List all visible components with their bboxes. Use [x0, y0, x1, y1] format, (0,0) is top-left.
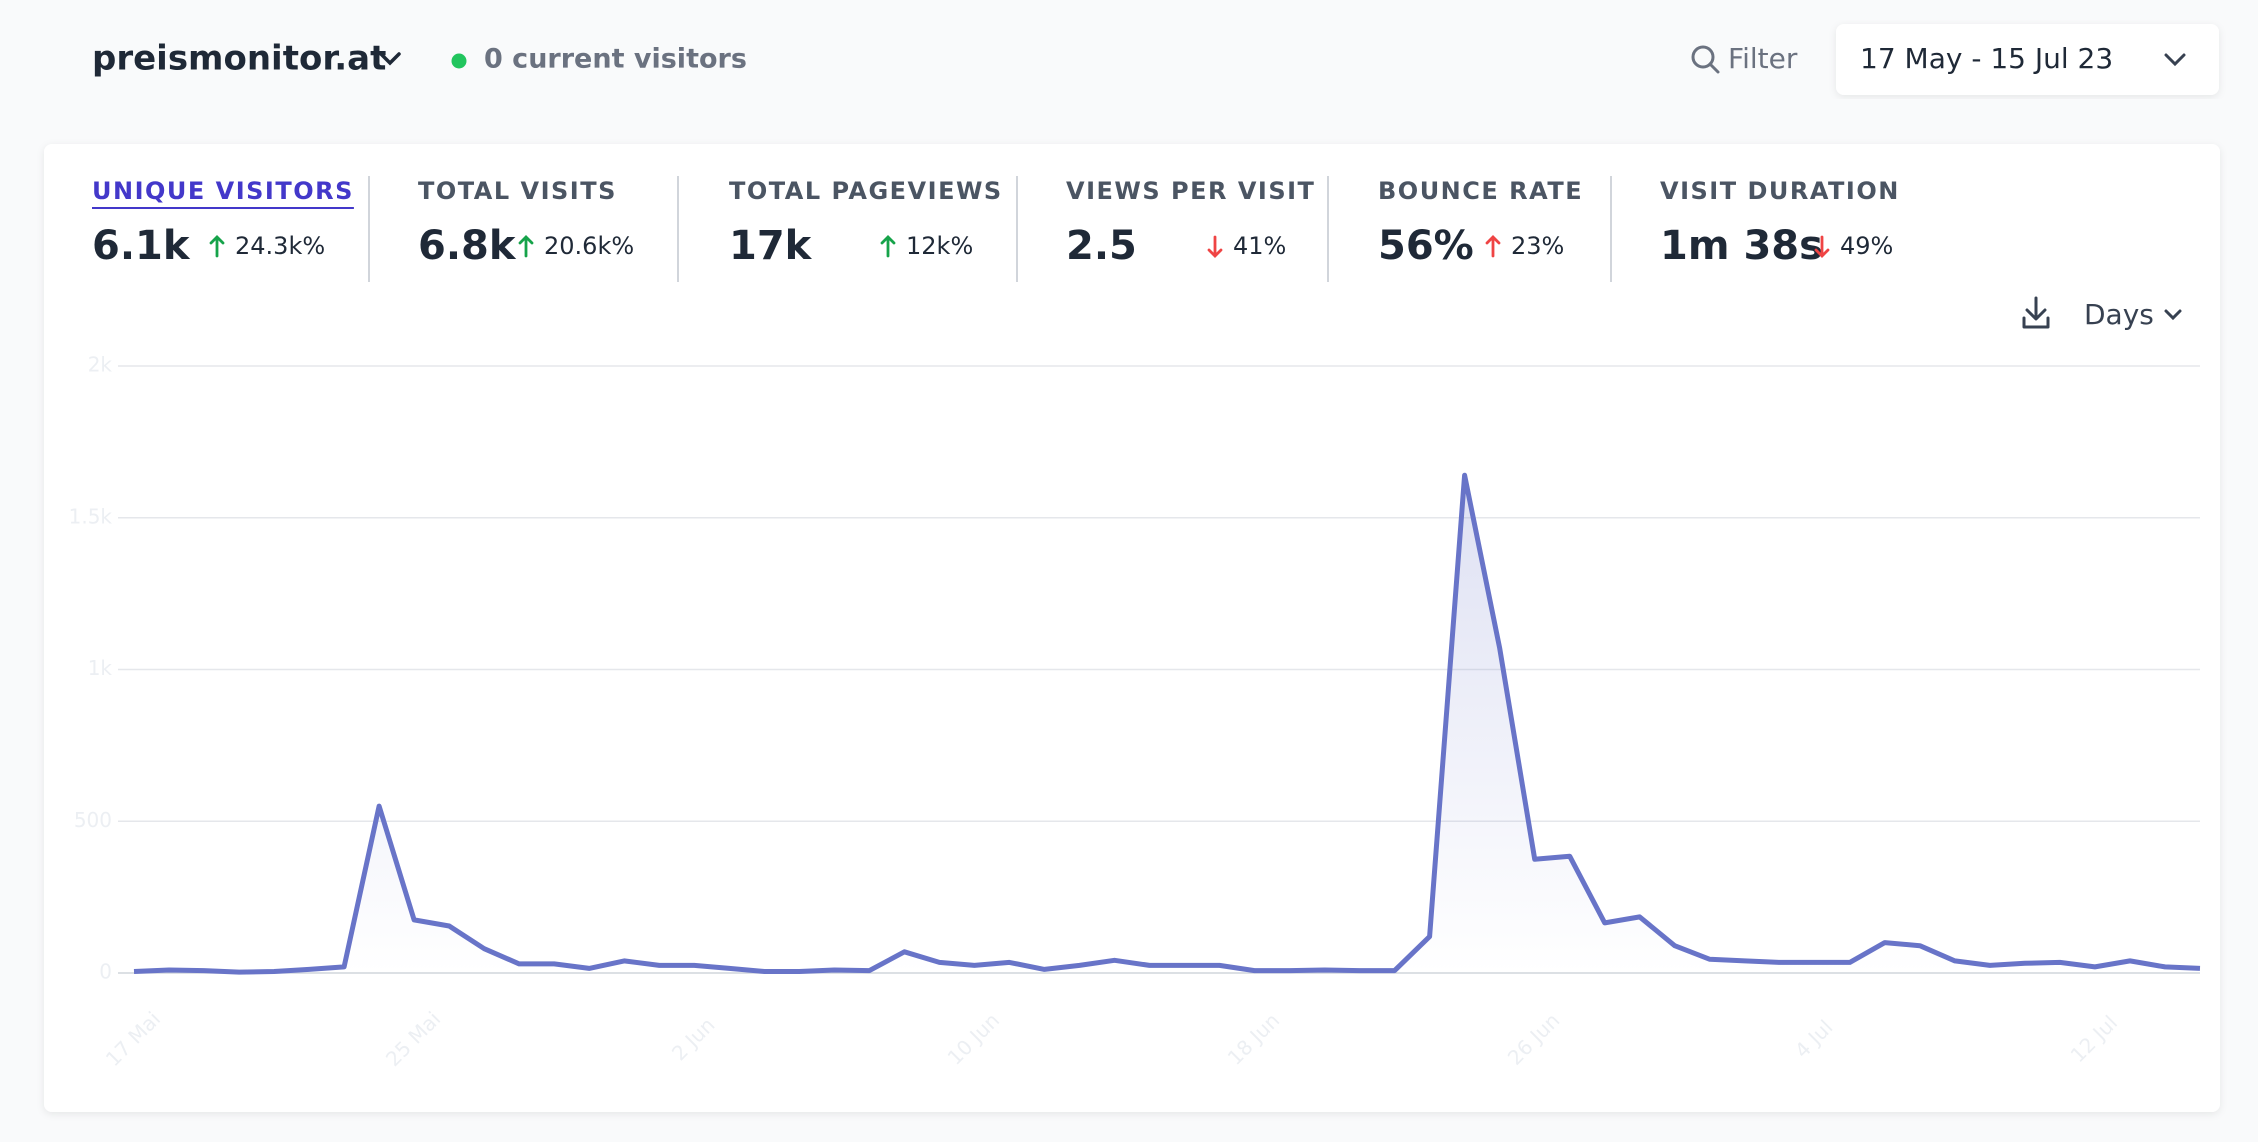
metric-value: 6.1k [92, 223, 191, 269]
filter-button[interactable]: Filter [1691, 42, 1798, 75]
interval-select[interactable]: Days [2084, 298, 2154, 331]
date-picker[interactable] [1836, 24, 2219, 95]
trend-arrow [1814, 235, 1830, 258]
current-visitors[interactable]: 0 current visitors [484, 44, 747, 75]
filter-label[interactable]: Filter [1728, 42, 1798, 75]
metric-label[interactable]: TOTAL VISITS [418, 177, 617, 205]
date-range[interactable]: 17 May - 15 Jul 23 [1860, 42, 2113, 75]
y-tick-label: 1k [88, 656, 113, 680]
search-icon [1691, 45, 1715, 69]
search-icon-handle [1708, 62, 1720, 74]
metric-change: 23% [1511, 232, 1564, 260]
metric-change: 41% [1233, 232, 1286, 260]
download-icon [2022, 296, 2050, 329]
download-button[interactable] [2022, 296, 2050, 329]
site-chevron[interactable] [379, 52, 401, 66]
metric-label[interactable]: VISIT DURATION [1660, 177, 1900, 205]
trend-arrow [880, 235, 896, 258]
metric-value: 17k [729, 223, 813, 269]
y-tick-label: 500 [74, 808, 112, 832]
y-tick-label: 2k [88, 353, 113, 377]
trend-arrow [1485, 235, 1501, 258]
metric-value: 6.8k [418, 223, 517, 269]
date-chevron [2164, 53, 2186, 67]
metric-value: 1m 38s [1660, 223, 1823, 269]
metric-label[interactable]: TOTAL PAGEVIEWS [729, 177, 1003, 205]
metric-label[interactable]: BOUNCE RATE [1378, 177, 1583, 205]
metrics-row: UNIQUE VISITORS 6.1k 24.3k% TOTAL VISITS 6.8… [92, 176, 1900, 282]
metric-change: 12k% [906, 232, 973, 260]
metric-change: 24.3k% [235, 232, 325, 260]
trend-arrow [518, 235, 534, 258]
y-tick-label: 0 [99, 960, 112, 984]
metric-change: 20.6k% [544, 232, 634, 260]
metric-label[interactable]: VIEWS PER VISIT [1066, 177, 1315, 205]
metric-value: 2.5 [1066, 223, 1137, 269]
interval-chevron [2164, 309, 2182, 321]
trend-arrow [209, 235, 225, 258]
line [133, 472, 2201, 975]
metric-label[interactable]: UNIQUE VISITORS [92, 177, 354, 205]
metric-value: 56% [1378, 223, 1474, 269]
site-name[interactable]: preismonitor.at [92, 39, 386, 79]
trend-arrow [1207, 235, 1223, 258]
metric-change: 49% [1840, 232, 1893, 260]
live-dot [451, 53, 467, 69]
card [44, 144, 2220, 1112]
y-tick-label: 1.5k [69, 504, 113, 528]
